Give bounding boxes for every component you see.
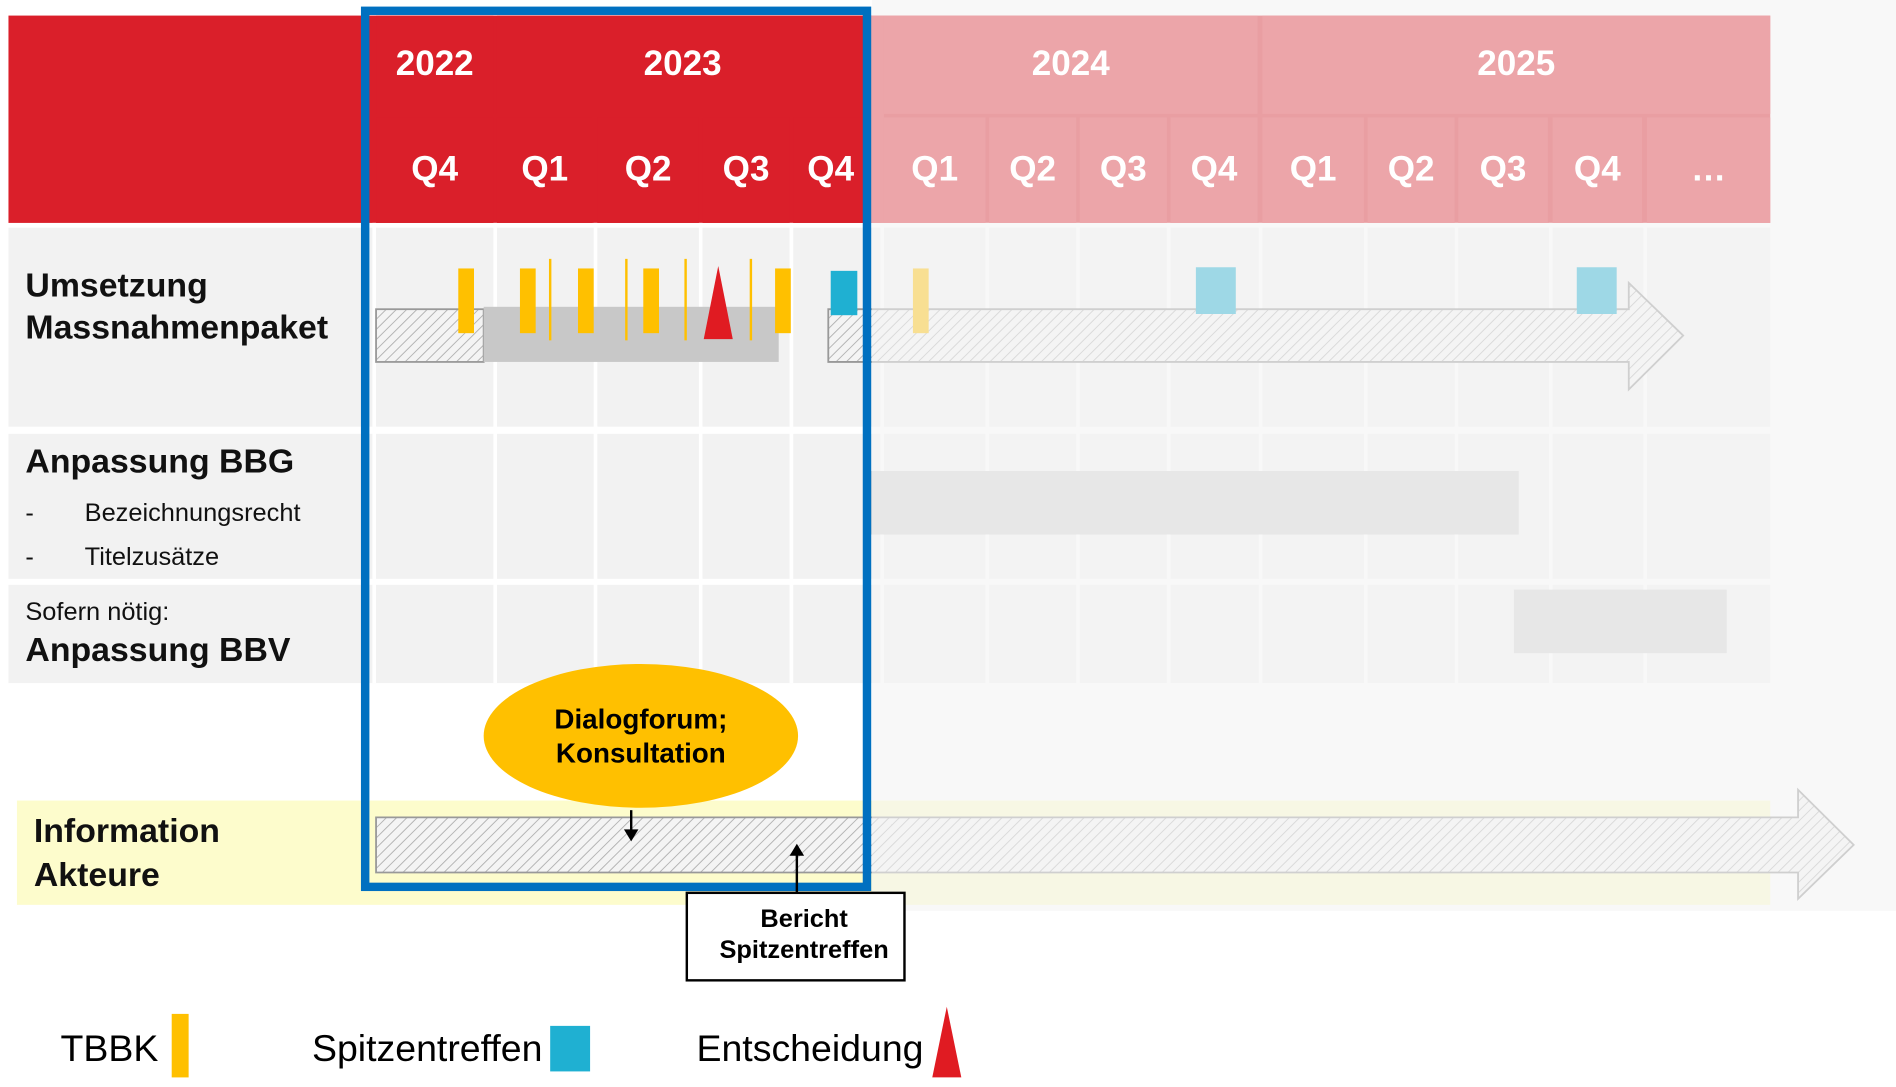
quarter-cell xyxy=(1458,117,1548,223)
row-title: Massnahmenpaket xyxy=(25,309,328,347)
legend-swatch xyxy=(171,1013,189,1078)
quarter-cell xyxy=(376,117,494,223)
ellipse-text: Konsultation xyxy=(556,737,726,768)
row-title: Anpassung BBV xyxy=(25,631,291,669)
legend-swatch xyxy=(932,1006,962,1078)
row-item: Titelzusätze xyxy=(85,543,219,571)
quarter-label: Q2 xyxy=(625,150,672,189)
quarter-cell xyxy=(989,117,1077,223)
callout-text: Spitzentreffen xyxy=(720,936,889,964)
quarter-cell xyxy=(1646,117,1771,223)
arrow-head xyxy=(789,843,805,856)
quarter-label: Q1 xyxy=(521,150,568,189)
quarter-label: Q2 xyxy=(1388,150,1435,189)
quarter-label: … xyxy=(1691,150,1726,189)
row-item: Bezeichnungsrecht xyxy=(85,499,301,527)
quarter-label: Q4 xyxy=(411,150,458,189)
quarter-label: Q3 xyxy=(1480,150,1527,189)
ellipse-text: Dialogforum; xyxy=(554,704,727,735)
ellipse xyxy=(483,663,799,808)
quarter-cell xyxy=(1262,117,1364,223)
arrow-head xyxy=(623,829,639,842)
quarter-label: Q4 xyxy=(807,150,854,189)
callout-text: Bericht xyxy=(760,905,848,933)
legend-label: Entscheidung xyxy=(696,1027,923,1069)
year-label: 2023 xyxy=(644,44,722,83)
year-cell xyxy=(376,15,494,114)
year-label: 2022 xyxy=(396,44,474,83)
legend-label: Spitzentreffen xyxy=(312,1027,542,1069)
bullet: - xyxy=(25,543,33,571)
quarter-label: Q3 xyxy=(1100,150,1147,189)
quarter-cell xyxy=(793,117,869,223)
row-title: Umsetzung xyxy=(25,267,207,305)
legend-label: TBBK xyxy=(60,1027,158,1069)
quarter-cell xyxy=(1367,117,1455,223)
year-cell xyxy=(883,15,1258,114)
header: 2022 2023 2024 2025 Q4 Q1 Q2 Q3 Q4 Q1 Q2 Q3 Q4 Q1 Q2 Q3… xyxy=(376,15,1771,223)
bullet: - xyxy=(25,499,33,527)
quarter-cell xyxy=(597,117,699,223)
quarter-label: Q1 xyxy=(1290,150,1337,189)
quarter-label: Q4 xyxy=(1574,150,1621,189)
year-label: 2024 xyxy=(1032,44,1111,83)
quarter-cell xyxy=(496,117,593,223)
quarter-cell xyxy=(1170,117,1258,223)
quarter-label: Q4 xyxy=(1191,150,1238,189)
year-label: 2025 xyxy=(1477,44,1555,83)
header-gap xyxy=(868,15,884,223)
quarter-cell xyxy=(1079,117,1167,223)
quarter-label: Q3 xyxy=(723,150,770,189)
year-cell xyxy=(1262,15,1771,114)
quarter-cell xyxy=(883,117,986,223)
quarter-label: Q2 xyxy=(1009,150,1056,189)
row-note: Sofern nötig: xyxy=(25,598,169,626)
quarter-cell xyxy=(1552,117,1643,223)
row-title: Akteure xyxy=(34,856,160,894)
legend-swatch xyxy=(550,1025,591,1072)
quarter-label: Q1 xyxy=(911,150,958,189)
callout-box xyxy=(685,891,906,982)
year-cell xyxy=(496,15,869,114)
current-frame xyxy=(360,6,872,892)
row-title: Anpassung BBG xyxy=(25,443,294,481)
quarter-cell xyxy=(702,117,790,223)
row-title: Information xyxy=(34,812,220,850)
